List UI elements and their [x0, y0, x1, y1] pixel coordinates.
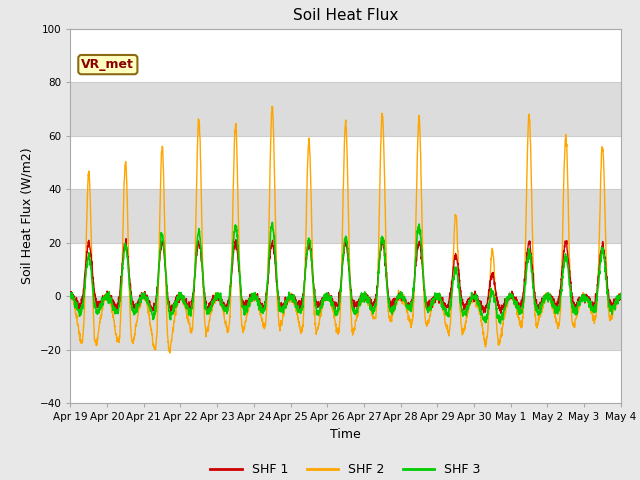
Bar — [70, 296, 621, 350]
Y-axis label: Soil Heat Flux (W/m2): Soil Heat Flux (W/m2) — [21, 148, 34, 284]
Title: Soil Heat Flux: Soil Heat Flux — [293, 9, 398, 24]
Bar — [70, 82, 621, 136]
Bar — [70, 189, 621, 243]
Text: VR_met: VR_met — [81, 58, 134, 71]
X-axis label: Time: Time — [330, 428, 361, 441]
Legend: SHF 1, SHF 2, SHF 3: SHF 1, SHF 2, SHF 3 — [205, 458, 486, 480]
